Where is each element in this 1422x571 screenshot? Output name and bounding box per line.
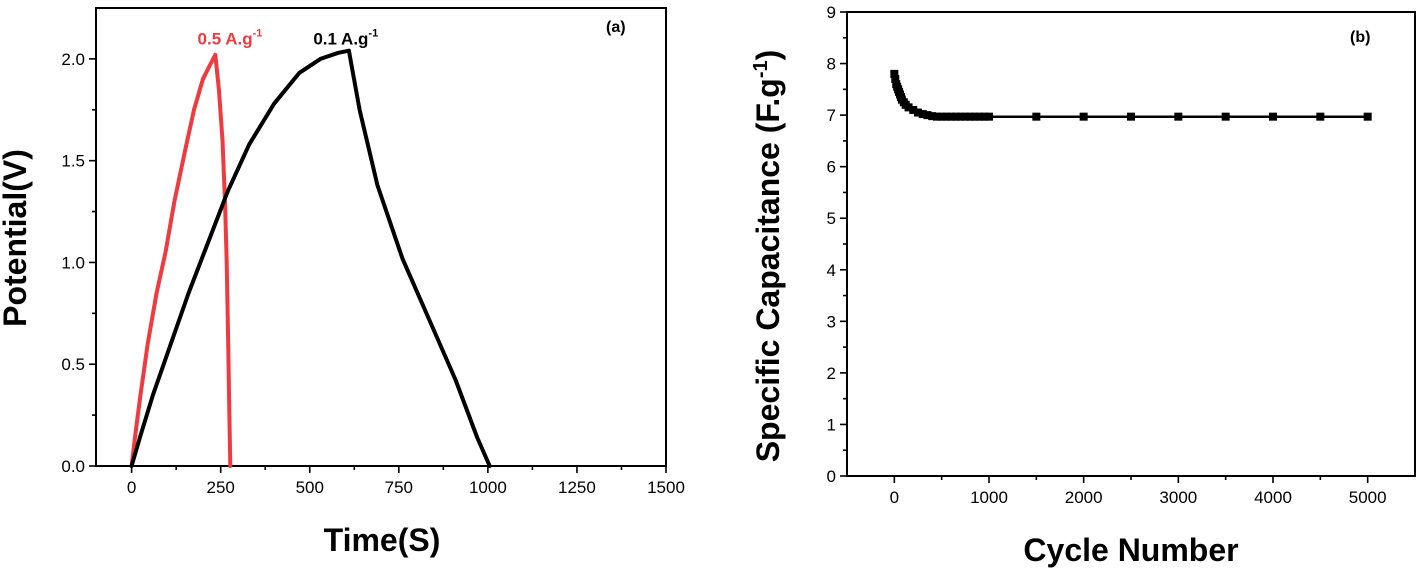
panel-a-x-axis-title: Time(S): [324, 522, 441, 558]
panel-b-y-tick-label: 3: [827, 312, 836, 331]
panel-b-y-tick-label: 9: [827, 3, 836, 22]
panel-a-series: 0.5 A.g-1 0.1 A.g-1: [129, 28, 492, 468]
panel-b-data-point: [1221, 112, 1230, 121]
panel-a-y-tick-label: 0.0: [61, 457, 85, 476]
panel-b-data-point: [1174, 112, 1183, 121]
panel-a-series-line-0: [129, 52, 233, 468]
panel-b-x-tick-label: 5000: [1349, 488, 1387, 507]
panel-a-label: (a): [606, 19, 626, 36]
panel-b-plot-frame: [846, 11, 1416, 477]
panel-b-x-axis-title: Cycle Number: [1023, 532, 1238, 568]
panel-b-series-line-0: [893, 72, 1369, 118]
panel-b-y-tick-label: 1: [827, 415, 836, 434]
panel-b-series: [890, 69, 1372, 121]
panel-b-y-tick-label: 0: [827, 467, 836, 486]
panel-a-series-label-0: 0.5 A.g-1: [198, 28, 263, 49]
panel-b-data-point: [909, 105, 918, 114]
panel-b-data-point: [904, 103, 913, 112]
panel-b-y-axis-title-sup: -1: [750, 60, 772, 78]
panel-b-y-axis-title-main: Specific Capacitance (F.g: [750, 78, 786, 462]
panel-b-data-point: [1316, 112, 1325, 121]
panel-b-y-axis-title: Specific Capacitance (F.g-1): [750, 50, 786, 463]
panel-b-data-point: [961, 112, 970, 121]
panel-a-x-tick-label: 250: [207, 478, 235, 497]
panel-b-data-point: [951, 112, 960, 121]
panel-a-ticks: 0 250 500 750 1000 1250 1500 0.0 0.5 1.0 1.5 2.0: [61, 50, 685, 497]
panel-b-data-point: [956, 112, 965, 121]
panel-b-data-point: [980, 112, 989, 121]
panel-a-y-tick-label: 2.0: [61, 50, 85, 69]
panel-a-y-tick-label: 1.0: [61, 253, 85, 272]
panel-b-data-point: [970, 112, 979, 121]
panel-a-series-line-1: [129, 48, 492, 468]
panel-b-y-tick-label: 7: [827, 106, 836, 125]
panel-b-x-tick-label: 1000: [970, 488, 1008, 507]
panel-b-data-point: [966, 112, 975, 121]
panel-b-data-point: [975, 112, 984, 121]
panel-b-y-axis-title-end: ): [750, 50, 786, 61]
panel-b-y-tick-label: 5: [827, 209, 836, 228]
panel-b-data-point: [932, 112, 941, 121]
chart-panel-a: 0 250 500 750 1000 1250 1500 0.0 0.5 1.0 1.5 2.0 0.…: [0, 7, 685, 558]
panel-b-data-point: [1079, 112, 1088, 121]
panel-b-x-tick-label: 4000: [1254, 488, 1292, 507]
panel-b-x-tick-label: 3000: [1159, 488, 1197, 507]
panel-b-data-point: [918, 110, 927, 119]
panel-b-data-point: [942, 112, 951, 121]
panel-a-x-tick-label: 500: [296, 478, 324, 497]
panel-b-data-point: [937, 112, 946, 121]
panel-b-label: (b): [1350, 29, 1370, 46]
panel-b-data-point: [1127, 112, 1135, 121]
panel-b-data-point: [947, 112, 956, 121]
panel-b-data-point: [1363, 112, 1372, 121]
panel-b-y-tick-label: 8: [827, 55, 836, 74]
panel-b-ticks: 0 1000 2000 3000 4000 5000 0 1 2 3 4 5 6 7 8 9: [827, 3, 1387, 507]
panel-a-plot-frame: [95, 7, 667, 467]
panel-b-x-tick-label: 0: [890, 488, 899, 507]
panel-b-x-tick-label: 2000: [1065, 488, 1103, 507]
panel-a-series-label-1: 0.1 A.g-1: [313, 28, 378, 49]
panel-b-data-point: [891, 75, 900, 84]
panel-a-x-tick-label: 1250: [558, 478, 596, 497]
panel-a-x-tick-label: 750: [385, 478, 413, 497]
panel-a-y-tick-label: 1.5: [61, 152, 85, 171]
panel-a-y-axis-title: Potential(V): [0, 149, 33, 327]
panel-b-data-point: [985, 112, 993, 121]
panel-b-data-point: [890, 69, 899, 78]
panel-a-x-tick-label: 0: [127, 478, 136, 497]
panel-b-y-tick-label: 6: [827, 158, 836, 177]
panel-b-data-point: [928, 112, 937, 121]
panel-b-y-tick-label: 4: [827, 261, 836, 280]
panel-a-y-tick-label: 0.5: [61, 355, 85, 374]
panel-b-data-point: [923, 111, 932, 120]
panel-b-data-point: [1269, 112, 1277, 121]
chart-panel-b: 0 1000 2000 3000 4000 5000 0 1 2 3 4 5 6 7 8 9 (b) Cycl…: [750, 3, 1416, 568]
panel-b-y-tick-label: 2: [827, 364, 836, 383]
panel-a-x-tick-label: 1500: [647, 478, 685, 497]
panel-b-data-point: [1032, 112, 1041, 121]
panel-a-x-tick-label: 1000: [469, 478, 507, 497]
panel-b-data-point: [914, 108, 922, 117]
